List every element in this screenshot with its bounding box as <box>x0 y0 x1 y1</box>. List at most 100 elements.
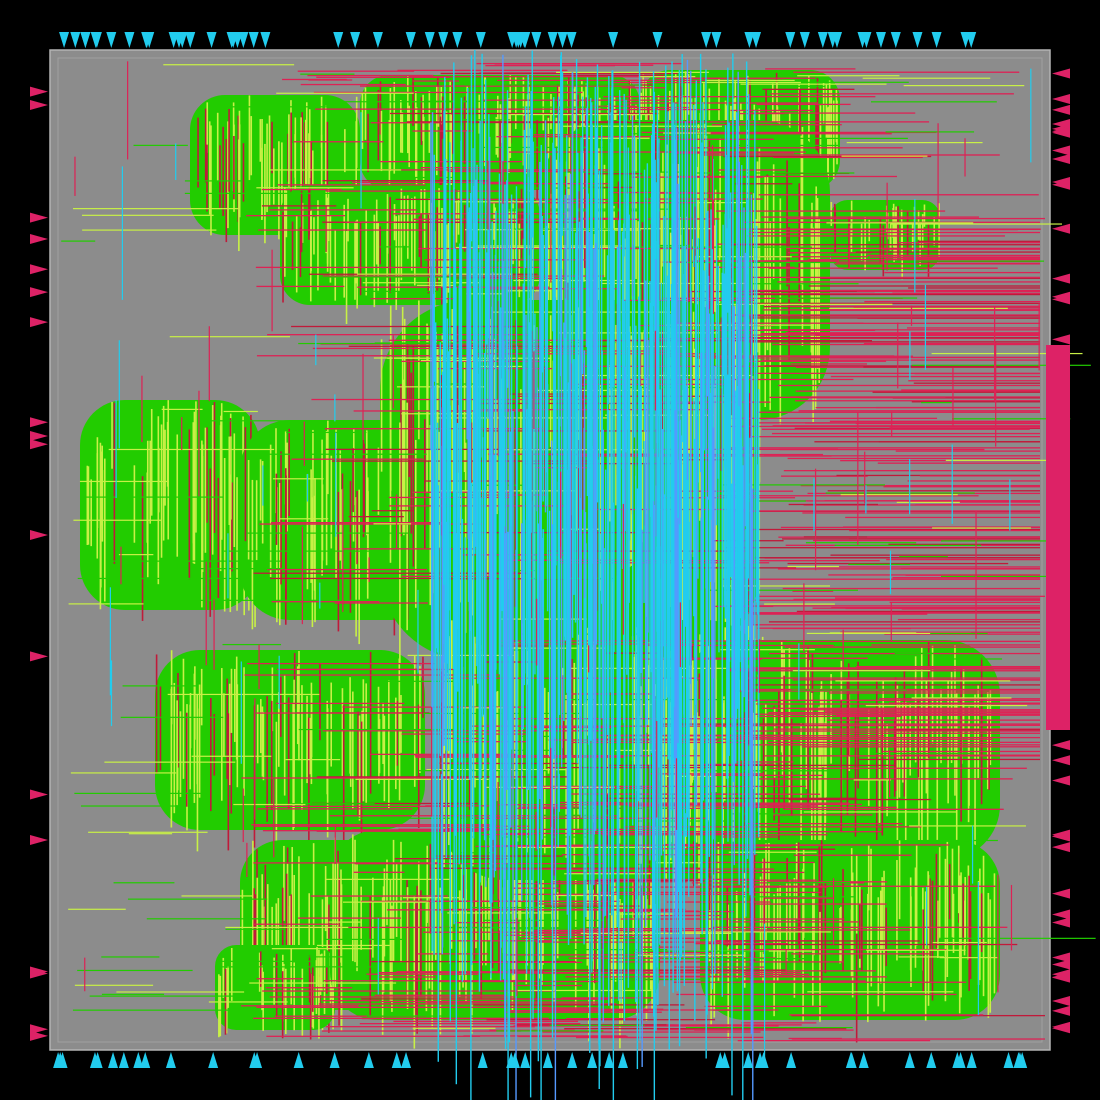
route-v <box>608 75 610 405</box>
cell-strap <box>286 863 289 967</box>
cell-strap <box>660 172 663 331</box>
route-v <box>500 483 502 948</box>
route-h <box>727 813 789 815</box>
cell-strap <box>87 466 90 545</box>
route-h <box>762 329 1040 331</box>
cell-strap <box>642 895 645 957</box>
route-v <box>706 496 709 967</box>
route-h <box>761 359 1040 361</box>
route-h <box>412 218 640 220</box>
route-v <box>377 918 379 995</box>
route-h <box>72 1009 234 1011</box>
route-h <box>764 455 1040 457</box>
route-h <box>439 980 601 983</box>
route-v <box>671 61 673 236</box>
route-v <box>909 331 911 380</box>
route-h <box>871 644 1040 646</box>
route-v <box>700 517 702 884</box>
cell-strap <box>802 893 804 1022</box>
route-h <box>269 996 515 998</box>
cell-strap <box>816 77 819 150</box>
route-v <box>500 413 502 476</box>
cell-strap <box>99 442 102 610</box>
route-h <box>412 1027 496 1029</box>
route-h <box>723 155 932 158</box>
cell-strap <box>440 112 443 190</box>
route-v <box>924 284 927 370</box>
route-h <box>560 801 621 804</box>
route-v <box>842 629 844 669</box>
cell-strap <box>160 424 163 558</box>
route-h <box>473 1004 685 1006</box>
cell-strap <box>759 876 762 977</box>
route-h <box>741 1022 817 1024</box>
cell-strap <box>358 715 361 821</box>
cell-strap <box>818 721 821 795</box>
cell-strap <box>832 100 835 179</box>
route-v <box>560 55 562 377</box>
route-h <box>752 848 836 850</box>
route-v <box>550 747 552 828</box>
cell-strap <box>449 80 451 149</box>
cell-strap <box>924 891 927 1021</box>
route-h <box>167 693 320 696</box>
route-h <box>829 692 1040 694</box>
io-pin <box>1052 223 1070 234</box>
cell-strap <box>299 227 302 278</box>
cell-strap <box>630 335 633 566</box>
route-h <box>197 599 369 601</box>
route-v <box>660 282 663 770</box>
route-v <box>531 50 533 238</box>
route-h <box>787 217 1045 220</box>
route-v <box>121 166 124 300</box>
route-h <box>829 420 1040 422</box>
cell-strap <box>763 858 766 954</box>
cell-strap <box>582 363 585 510</box>
route-v <box>888 749 891 798</box>
route-h <box>895 450 1040 452</box>
route-h <box>300 83 406 86</box>
io-pin <box>1052 740 1070 751</box>
cell-strap <box>839 908 841 964</box>
cell-strap <box>377 686 380 751</box>
route-v <box>686 59 689 480</box>
cell-strap <box>259 119 262 162</box>
route-v <box>675 128 678 681</box>
route-v <box>476 164 478 458</box>
route-v <box>590 97 592 741</box>
route-v <box>477 358 479 684</box>
cell-strap <box>441 207 443 288</box>
cell-strap <box>414 91 417 178</box>
cell-strap <box>400 384 402 537</box>
route-h <box>564 873 651 875</box>
route-h <box>271 521 447 524</box>
cell-strap <box>621 903 623 1024</box>
route-v <box>558 773 560 812</box>
route-v <box>334 824 336 865</box>
cell-strap <box>542 833 544 965</box>
route-h <box>782 587 1040 590</box>
cell-strap <box>811 692 813 864</box>
route-v <box>454 248 457 784</box>
cell-strap <box>399 422 401 664</box>
cell-strap <box>271 667 274 732</box>
route-h <box>945 459 1058 461</box>
route-h <box>600 734 784 736</box>
cell-strap <box>170 688 173 828</box>
route-h <box>752 806 897 809</box>
route-v <box>563 322 565 722</box>
route-v <box>971 825 974 884</box>
route-h <box>435 383 479 385</box>
route-h <box>807 991 954 993</box>
route-v <box>208 326 210 402</box>
route-h <box>506 954 741 956</box>
route-v <box>623 300 626 908</box>
cell-strap <box>329 215 332 283</box>
route-h <box>906 327 1040 329</box>
cell-strap <box>383 715 386 802</box>
route-v <box>1030 68 1032 163</box>
route-v <box>472 185 475 538</box>
cell-strap <box>252 840 254 952</box>
route-h <box>835 680 1011 682</box>
cell-strap <box>498 870 500 974</box>
